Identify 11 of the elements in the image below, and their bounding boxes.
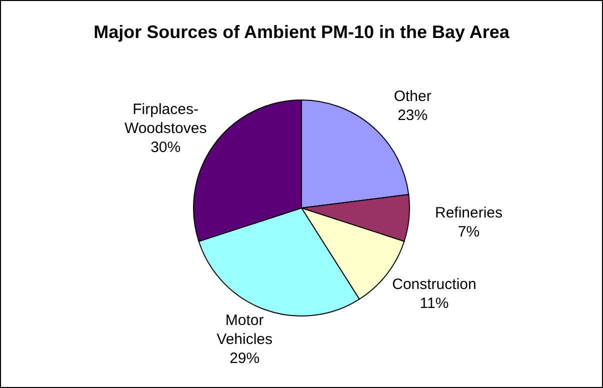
slice-label: Refineries [434,204,503,222]
chart-title: Major Sources of Ambient PM-10 in the Bay Area [94,22,510,42]
data-label: 29% [230,350,260,367]
slice-label: Motor Vehicles [216,312,273,348]
data-label: 30% [150,138,181,156]
slice-label: Other [394,88,432,105]
data-label: 7% [458,223,480,240]
slice-label: Construction [392,276,476,294]
data-label: 23% [398,106,428,124]
slice-label: Firplaces-Woodstoves [124,100,207,137]
data-label: 11% [420,295,449,312]
